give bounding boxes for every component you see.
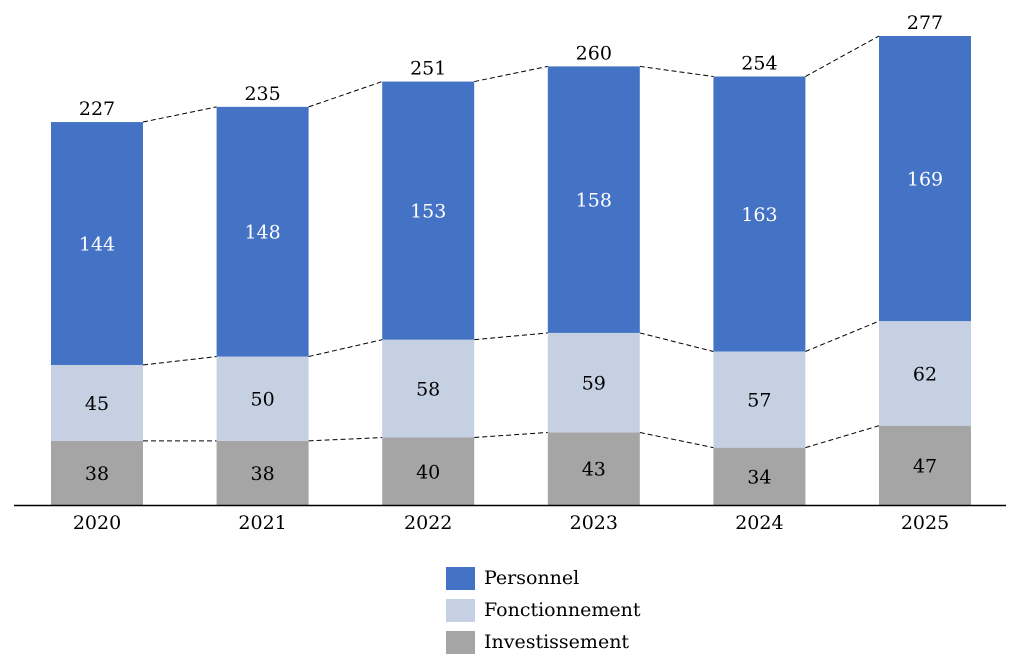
data-label-investissement-2024: 34 xyxy=(747,466,771,488)
legend-item-personnel: Personnel xyxy=(446,562,640,594)
total-label-2021: 235 xyxy=(244,83,280,105)
data-label-fonctionnement-2022: 58 xyxy=(416,379,440,401)
data-label-investissement-2021: 38 xyxy=(251,463,275,485)
x-tick-labels: 2020 2021 2022 2023 2024 2025 xyxy=(73,512,949,534)
legend-label-investissement: Investissement xyxy=(484,631,630,653)
bar-investissement-2023 xyxy=(547,432,640,505)
bar-investissement-2021 xyxy=(216,440,309,505)
data-label-investissement-2020: 38 xyxy=(85,463,109,485)
legend-swatch-personnel xyxy=(446,566,475,590)
connector-investissement-2021 xyxy=(308,437,383,442)
bar-investissement-2024 xyxy=(713,447,806,505)
data-label-fonctionnement-2025: 62 xyxy=(913,363,937,385)
connector-personnel-2022 xyxy=(474,65,548,83)
data-label-personnel-2022: 153 xyxy=(410,201,446,223)
x-tick-label-2021: 2021 xyxy=(238,512,286,534)
data-label-investissement-2025: 47 xyxy=(913,455,937,477)
x-tick-label-2022: 2022 xyxy=(404,512,452,534)
legend-swatch-fonctionnement xyxy=(446,598,475,622)
data-label-fonctionnement-2024: 57 xyxy=(747,390,771,412)
data-label-personnel-2021: 148 xyxy=(244,222,280,244)
legend-swatch-investissement xyxy=(446,630,475,654)
data-label-personnel-2023: 158 xyxy=(576,190,612,212)
bar-fonctionnement-2024 xyxy=(713,351,806,448)
connector-investissement-2022 xyxy=(474,431,548,439)
bar-personnel-2021 xyxy=(216,106,309,357)
bar-investissement-2022 xyxy=(382,437,475,505)
connector-fonctionnement-2023 xyxy=(639,332,714,352)
connector-personnel-2023 xyxy=(639,65,714,77)
bar-personnel-2023 xyxy=(547,66,640,333)
legend-item-investissement: Investissement xyxy=(446,626,640,658)
data-label-personnel-2020: 144 xyxy=(79,234,115,256)
bar-personnel-2020 xyxy=(51,122,143,365)
bar-personnel-2022 xyxy=(382,81,475,340)
data-label-personnel-2025: 169 xyxy=(907,169,943,191)
legend-label-personnel: Personnel xyxy=(484,567,580,589)
connector-lines xyxy=(142,35,880,449)
bar-investissement-2020 xyxy=(51,440,143,505)
legend: Personnel Fonctionnement Investissement xyxy=(446,562,640,658)
bar-fonctionnement-2023 xyxy=(547,332,640,433)
connector-investissement-2024 xyxy=(805,425,880,449)
bar-fonctionnement-2025 xyxy=(879,321,971,426)
x-tick-label-2023: 2023 xyxy=(570,512,618,534)
bar-fonctionnement-2021 xyxy=(216,356,309,441)
connector-fonctionnement-2024 xyxy=(805,320,880,352)
bar-fonctionnement-2020 xyxy=(51,364,143,441)
bar-personnel-2025 xyxy=(879,36,971,322)
connector-personnel-2021 xyxy=(308,81,383,108)
total-label-2025: 277 xyxy=(907,12,943,34)
total-labels: 227 235 251 260 254 277 xyxy=(79,12,943,120)
bar-investissement-2025 xyxy=(879,425,971,505)
data-label-fonctionnement-2023: 59 xyxy=(582,373,606,395)
data-label-personnel-2024: 163 xyxy=(741,204,777,226)
data-label-investissement-2022: 40 xyxy=(416,461,440,483)
connector-fonctionnement-2022 xyxy=(474,332,548,341)
bar-fonctionnement-2022 xyxy=(382,339,475,438)
total-label-2023: 260 xyxy=(576,42,612,64)
total-label-2020: 227 xyxy=(79,98,115,120)
connector-personnel-2024 xyxy=(805,35,880,77)
connector-fonctionnement-2021 xyxy=(308,339,383,358)
data-label-fonctionnement-2020: 45 xyxy=(85,393,109,415)
x-tick-label-2025: 2025 xyxy=(901,512,949,534)
connector-personnel-2020 xyxy=(142,106,217,123)
x-tick-label-2020: 2020 xyxy=(73,512,121,534)
legend-item-fonctionnement: Fonctionnement xyxy=(446,594,640,626)
segment-labels: 38 45 144 38 50 148 40 58 153 43 59 158 34 57 163 47 62 1… xyxy=(79,169,943,489)
legend-label-fonctionnement: Fonctionnement xyxy=(484,599,641,621)
data-label-investissement-2023: 43 xyxy=(582,459,606,481)
x-tick-label-2024: 2024 xyxy=(735,512,783,534)
bar-personnel-2024 xyxy=(713,76,806,352)
total-label-2024: 254 xyxy=(741,53,777,75)
total-label-2022: 251 xyxy=(410,58,446,80)
connector-investissement-2023 xyxy=(639,431,714,449)
bars xyxy=(51,36,971,505)
data-label-fonctionnement-2021: 50 xyxy=(251,389,275,411)
connector-fonctionnement-2020 xyxy=(142,356,217,366)
